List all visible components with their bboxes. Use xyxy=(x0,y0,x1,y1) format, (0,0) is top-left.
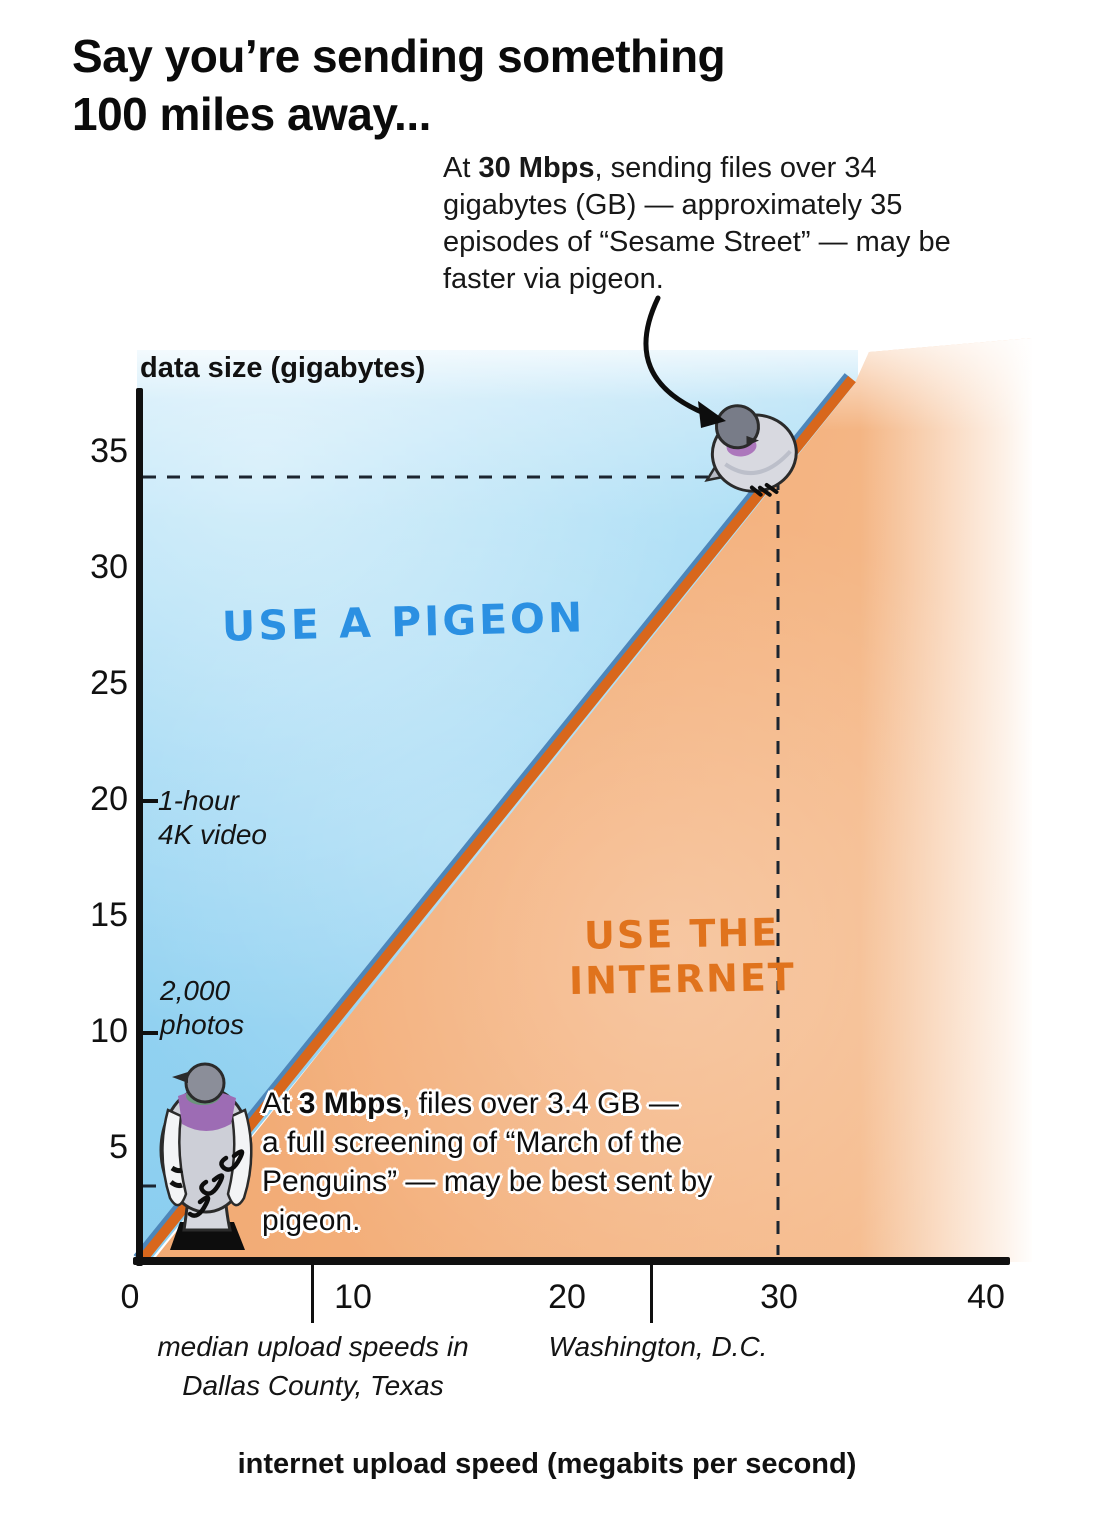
pigeon-wing-bars xyxy=(169,1165,184,1189)
perched-pigeon-beak xyxy=(746,435,760,446)
callout-3mbps-line1: At 3 Mbps, files over 3.4 GB — xyxy=(262,1084,802,1123)
x-tick-0: 0 xyxy=(120,1278,140,1316)
pigeon-left-wing xyxy=(161,1108,188,1207)
marker-label-dc: Washington, D.C. xyxy=(548,1331,768,1362)
y-tick-30: 30 xyxy=(90,548,128,586)
perched-pigeon-illustration xyxy=(704,404,798,497)
callout-30mbps-line1: At 30 Mbps, sending files over 34 xyxy=(443,150,1053,187)
tick-10gb xyxy=(143,1031,158,1035)
callout-30mbps-pre: At xyxy=(443,152,479,184)
y-axis-title: data size (gigabytes) xyxy=(140,352,426,384)
callout-30mbps-bold: 30 Mbps xyxy=(478,152,595,184)
title-line-1: Say you’re sending something xyxy=(72,30,726,82)
callout-3mbps-line2: a full screening of “March of the xyxy=(262,1126,683,1159)
title-line-2: 100 miles away... xyxy=(72,87,431,140)
perched-pigeon-wing xyxy=(724,449,792,475)
annotation-photos-line2: photos xyxy=(160,1009,245,1041)
pigeon-beak xyxy=(172,1072,188,1083)
callout-30mbps: At 30 Mbps, sending files over 34 gigaby… xyxy=(443,150,1053,298)
breakeven-line xyxy=(137,375,856,1265)
callout-30mbps-line4: faster via pigeon. xyxy=(443,263,664,296)
tick-20gb xyxy=(143,799,158,803)
y-tick-5: 5 xyxy=(109,1128,128,1166)
marker-line-dallas xyxy=(311,1261,314,1323)
y-tick-35: 35 xyxy=(90,432,128,470)
callout-3mbps-line3: Penguins” — may be best sent by xyxy=(262,1165,713,1198)
arrow-head-icon xyxy=(698,401,726,428)
x-tick-40: 40 xyxy=(967,1278,1005,1316)
perched-pigeon-feet xyxy=(749,482,779,497)
y-tick-25: 25 xyxy=(90,664,128,702)
breakeven-line-blue-edge xyxy=(133,373,850,1259)
marker-label-dallas-line2: Dallas County, Texas xyxy=(182,1369,444,1401)
y-tick-20: 20 xyxy=(90,780,128,818)
standing-pigeon-illustration xyxy=(159,1062,253,1250)
callout-3mbps-pre: At xyxy=(262,1087,299,1120)
y-tick-10: 10 xyxy=(90,1012,128,1050)
callout-3mbps: At 3 Mbps, files over 3.4 GB — a full sc… xyxy=(262,1084,802,1240)
annotation-photos-line1: 2,000 xyxy=(160,975,231,1006)
page-title: Say you’re sending something 100 miles a… xyxy=(72,28,972,144)
callout-30mbps-line2: gigabytes (GB) — approximately 35 xyxy=(443,189,903,222)
x-axis xyxy=(133,1257,1010,1265)
x-tick-30: 30 xyxy=(760,1278,798,1316)
x-axis-title: internet upload speed (megabits per seco… xyxy=(237,1448,857,1480)
marker-line-dc xyxy=(650,1261,653,1323)
callout-3mbps-post: , files over 3.4 GB — xyxy=(402,1087,679,1120)
x-tick-10: 10 xyxy=(334,1278,372,1316)
y-axis xyxy=(136,388,143,1266)
callout-3mbps-bold: 3 Mbps xyxy=(298,1087,403,1120)
annotation-4k-video: 1-hour 4K video xyxy=(158,784,267,852)
x-tick-20: 20 xyxy=(548,1278,586,1316)
annotation-4k-line2: 4K video xyxy=(158,819,267,851)
callout-3mbps-line4: pigeon. xyxy=(262,1204,361,1237)
annotation-2000-photos: 2,000 photos xyxy=(160,974,244,1042)
y-tick-15: 15 xyxy=(90,896,128,934)
pigeon-head xyxy=(184,1062,226,1104)
pigeon-feet-squiggle xyxy=(187,1149,245,1218)
marker-label-dallas-line1: median upload speeds in xyxy=(157,1331,469,1362)
callout-30mbps-line3: episodes of “Sesame Street” — may be xyxy=(443,226,951,259)
annotation-4k-line1: 1-hour xyxy=(158,785,239,816)
marker-label-dallas: median upload speeds in Dallas County, T… xyxy=(152,1328,474,1405)
callout-30mbps-post: , sending files over 34 xyxy=(594,152,877,184)
arrow-shaft xyxy=(643,295,709,417)
